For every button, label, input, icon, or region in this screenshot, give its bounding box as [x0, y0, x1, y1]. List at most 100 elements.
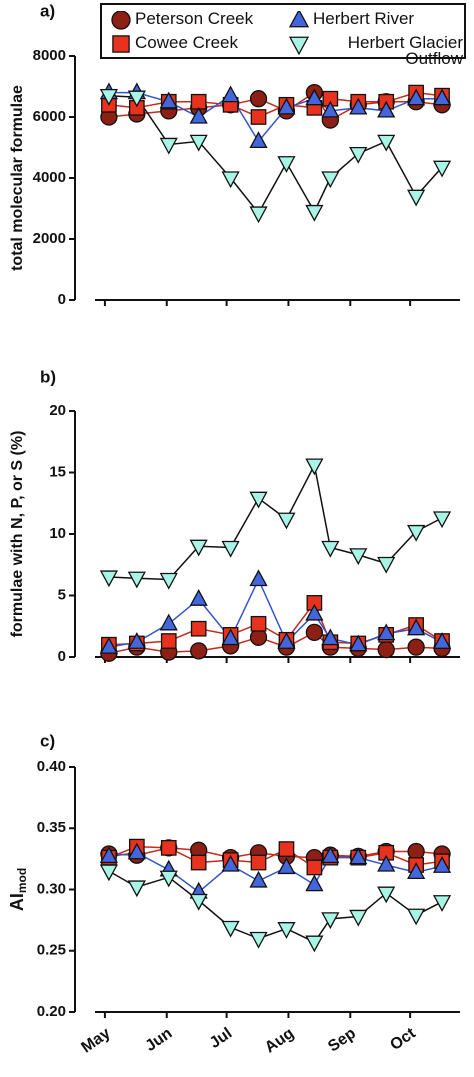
- y-tick-label: 0.25: [37, 942, 66, 959]
- data-point: [99, 636, 119, 654]
- legend-marker: [288, 11, 310, 28]
- data-point: [349, 909, 368, 927]
- data-point: [407, 189, 426, 207]
- data-point: [277, 857, 296, 875]
- data-point: [160, 633, 177, 649]
- y-axis-label-text: formulae with N, P, or S (%): [9, 431, 26, 638]
- data-point: [99, 864, 119, 882]
- y-tick-label: 0.30: [37, 880, 66, 897]
- data-point: [249, 628, 268, 646]
- data-point: [159, 870, 178, 888]
- data-point: [321, 912, 340, 930]
- legend-symbol: [112, 35, 130, 53]
- legend-entry: Peterson Creek: [110, 10, 253, 31]
- y-tick-label: 0.20: [37, 1003, 66, 1020]
- data-point: [305, 874, 324, 892]
- data-point: [305, 603, 324, 621]
- y-tick-label: 0.40: [37, 758, 66, 775]
- y-axis-label-text: AI: [7, 893, 27, 911]
- data-point: [249, 870, 268, 888]
- data-point: [221, 920, 240, 938]
- x-tick-label: Oct: [387, 1024, 419, 1054]
- data-point: [127, 632, 146, 649]
- y-tick-label: 6000: [33, 108, 66, 125]
- y-tick-label: 10: [49, 525, 66, 542]
- legend-label: Herbert River: [313, 9, 415, 28]
- data-point: [377, 100, 396, 118]
- y-tick-label: 2000: [33, 230, 66, 247]
- y-tick-label: 8000: [33, 47, 66, 64]
- data-point: [189, 589, 208, 606]
- legend: Peterson Creek Cowee Creek Herbert River He…: [100, 3, 466, 67]
- data-point: [190, 620, 207, 637]
- legend-entry: Herbert River: [288, 9, 415, 31]
- data-point: [250, 854, 267, 871]
- y-tick-label: 20: [49, 402, 66, 419]
- data-point: [407, 638, 425, 656]
- data-point: [250, 109, 267, 125]
- data-point: [305, 935, 324, 953]
- data-point: [159, 572, 178, 590]
- data-point: [377, 134, 396, 152]
- data-point: [321, 846, 340, 864]
- legend-marker: [288, 36, 310, 55]
- panel-label: c): [40, 731, 55, 750]
- y-axis-label-sub: mod: [15, 868, 29, 893]
- data-point: [277, 156, 296, 173]
- data-point: [432, 511, 452, 529]
- data-point: [127, 842, 146, 860]
- y-tick-label: 0: [58, 648, 66, 665]
- data-point: [432, 856, 452, 873]
- series-line: [108, 870, 443, 944]
- data-point: [432, 632, 452, 649]
- y-tick-label: 0.35: [37, 819, 66, 836]
- data-point: [377, 886, 396, 904]
- data-point: [249, 90, 268, 108]
- data-point: [160, 840, 177, 856]
- data-point: [321, 171, 340, 189]
- data-point: [407, 862, 426, 879]
- data-point: [349, 634, 368, 652]
- data-point: [99, 570, 119, 588]
- panel-label: a): [40, 1, 55, 20]
- data-point: [321, 540, 340, 558]
- data-point: [127, 90, 146, 108]
- data-point: [407, 842, 425, 861]
- data-point: [159, 613, 178, 631]
- data-point: [250, 615, 267, 632]
- data-point: [221, 854, 240, 872]
- data-point: [377, 640, 395, 659]
- data-point: [189, 893, 208, 911]
- data-point: [432, 160, 452, 178]
- legend-label: Herbert Glacier Outflow: [347, 33, 463, 68]
- data-point: [127, 571, 146, 589]
- data-point: [159, 91, 178, 109]
- data-point: [377, 623, 396, 641]
- data-point: [349, 548, 368, 566]
- data-point: [349, 97, 368, 115]
- legend-symbol: [111, 11, 131, 30]
- data-point: [221, 171, 240, 189]
- y-axis-label: formulae with N, P, or S (%): [9, 431, 26, 638]
- data-point: [321, 100, 340, 118]
- data-point: [377, 854, 396, 872]
- data-point: [189, 106, 208, 124]
- data-point: [305, 458, 324, 476]
- x-tick-label: Jul: [207, 1025, 236, 1052]
- y-axis-label: total molecular formulae: [9, 85, 26, 271]
- data-point: [407, 618, 426, 636]
- data-point: [249, 569, 268, 587]
- data-point: [278, 841, 295, 857]
- data-point: [249, 931, 268, 949]
- x-tick-label: Aug: [262, 1025, 297, 1057]
- legend-symbol: [288, 36, 310, 55]
- y-tick-label: 5: [58, 586, 66, 603]
- legend-symbol: [288, 11, 310, 28]
- data-point: [190, 93, 207, 110]
- data-point: [349, 847, 368, 865]
- data-point: [99, 89, 119, 106]
- y-axis-label: AImod: [7, 868, 29, 911]
- panel-label: b): [40, 367, 56, 386]
